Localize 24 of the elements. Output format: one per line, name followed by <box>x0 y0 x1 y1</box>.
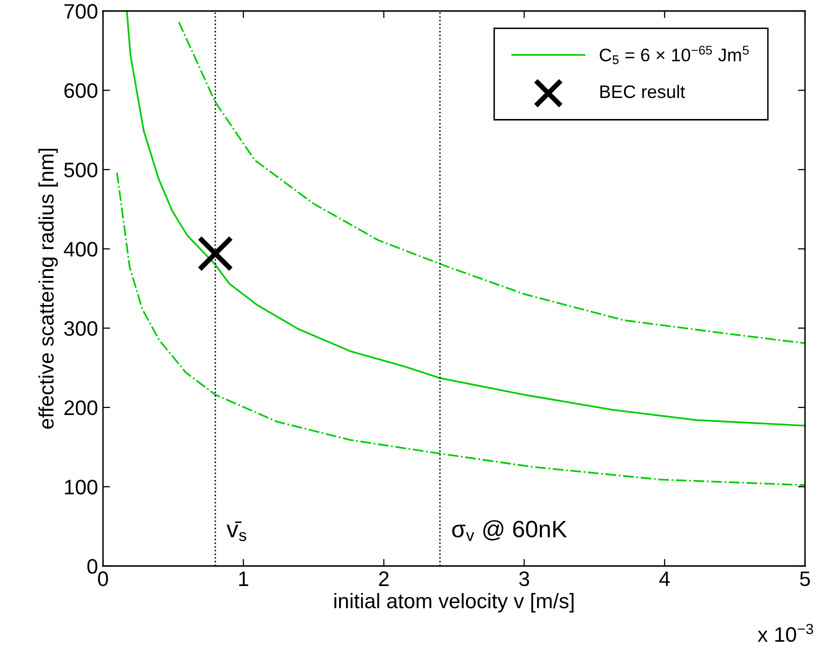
y-tick-label: 500 <box>64 162 98 178</box>
line-series <box>126 11 805 426</box>
y-axis-title: effective scattering radius [nm] <box>38 148 58 429</box>
y-tick-label: 700 <box>64 4 98 19</box>
legend-label: BEC result <box>600 84 686 98</box>
y-tick-label: 0 <box>87 559 98 574</box>
y-tick-label: 400 <box>64 242 98 257</box>
x-tick-label: 0 <box>98 571 108 586</box>
y-tick-label: 300 <box>64 321 98 336</box>
x-tick-label: 2 <box>379 571 389 586</box>
y-tick-label: 200 <box>64 400 98 416</box>
ref-line-label: v̄$_{s}$ <box>226 521 246 542</box>
x-tick-label: 5 <box>800 572 810 586</box>
ref-line-label: σ$_{v}$ @ 60nK <box>452 520 567 541</box>
x-tick-label: 3 <box>519 571 530 586</box>
x-axis-title: initial atom velocity v [m/s] <box>334 593 574 612</box>
y-tick-label: 600 <box>64 83 98 98</box>
legend-label: C$_{5}$ = 6 × 10$^{−65}$ Jm$^{5}$ <box>600 46 749 64</box>
x-tick-label: 1 <box>239 572 248 586</box>
y-tick-label: 100 <box>64 480 98 494</box>
text: x 10$^{−3}$ <box>758 624 814 642</box>
x-tick-label: 4 <box>659 572 670 586</box>
line-series <box>178 21 805 344</box>
line-series <box>116 172 805 486</box>
